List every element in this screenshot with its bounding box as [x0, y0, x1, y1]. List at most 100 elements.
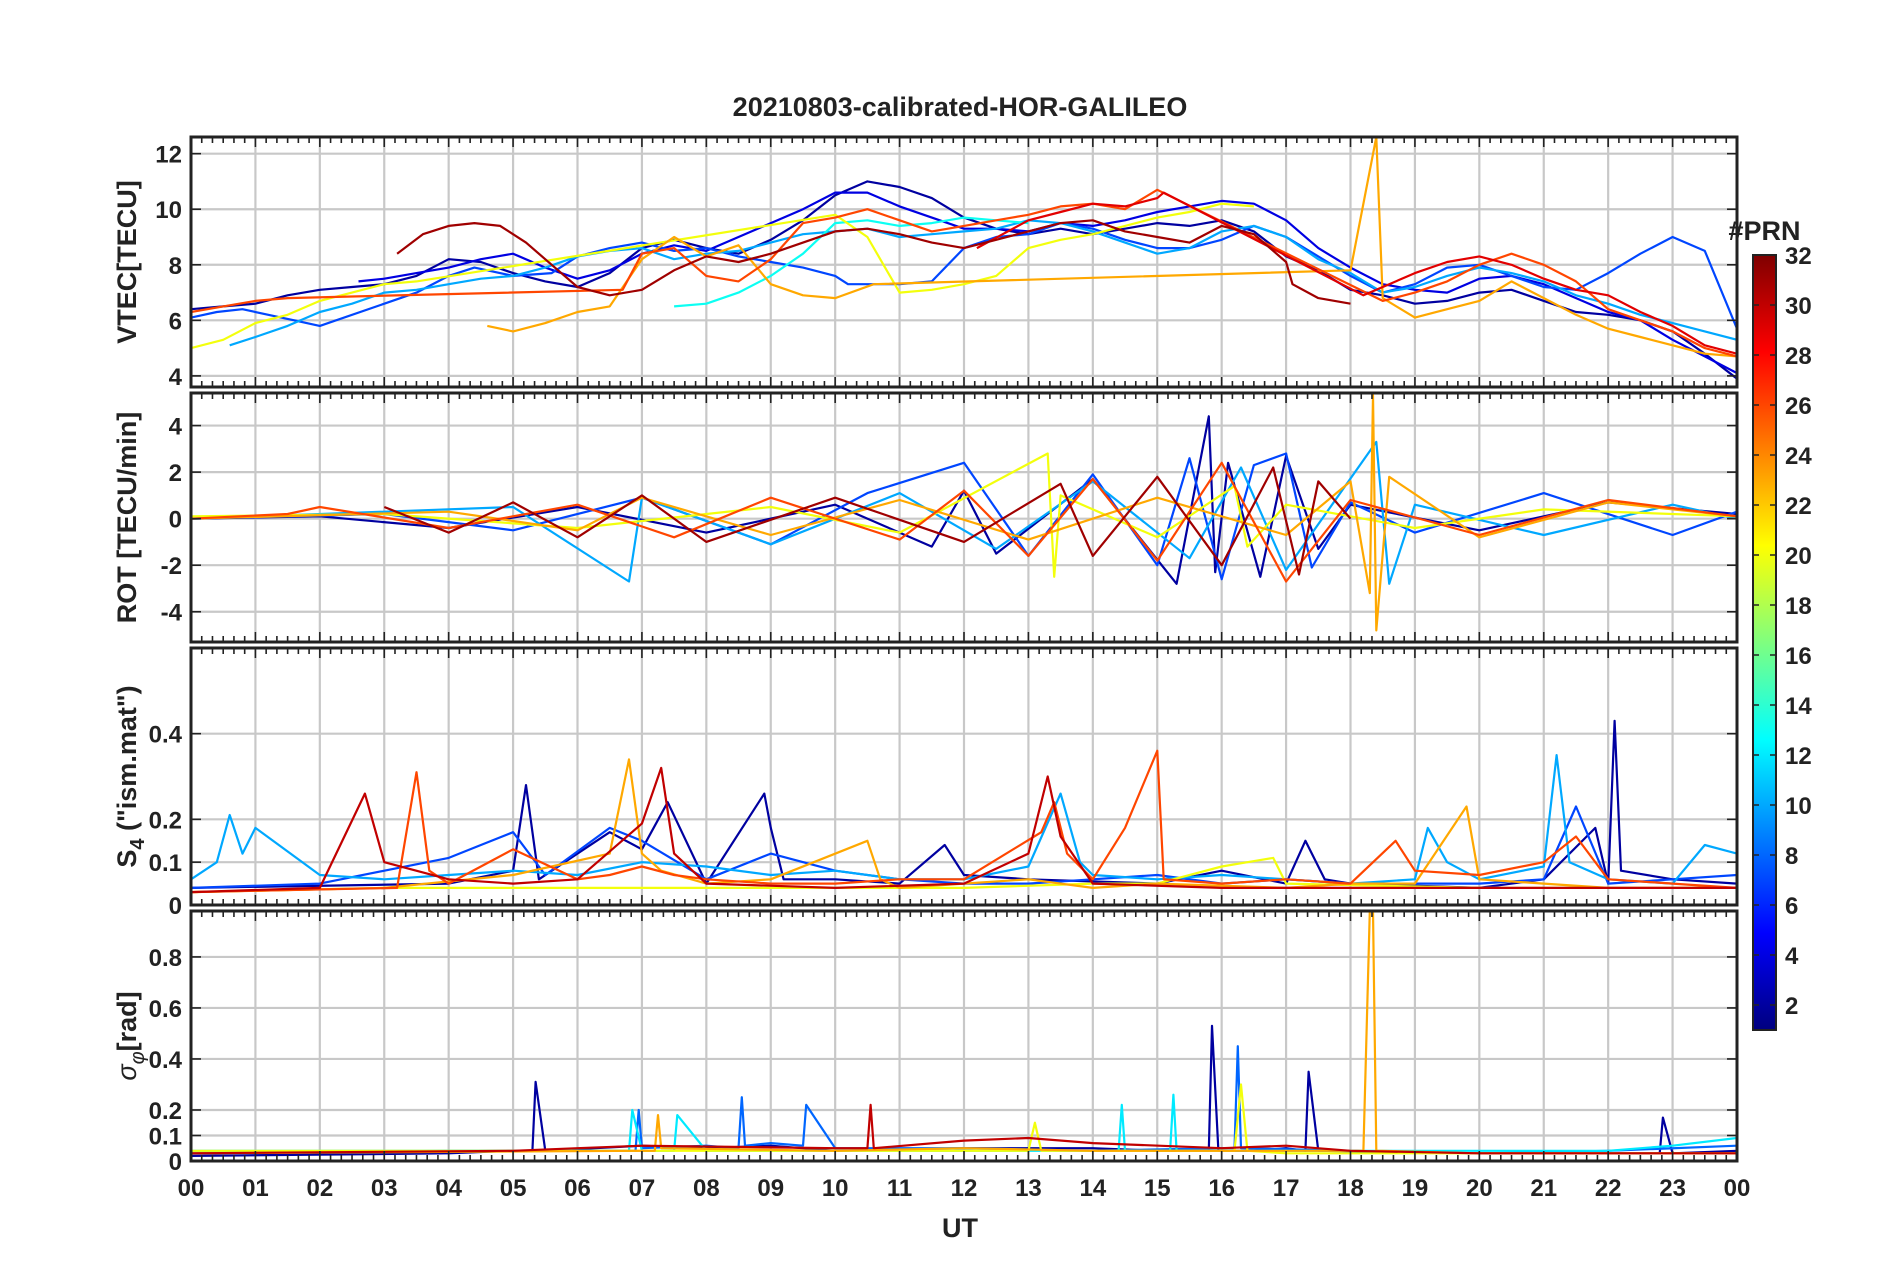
y-tick-label: -4: [161, 600, 183, 627]
y-tick-label: 10: [155, 197, 182, 224]
y-tick-label: 6: [169, 308, 182, 335]
y-tick-label: 0.1: [149, 850, 182, 877]
x-tick-label: 10: [822, 1175, 849, 1202]
colorbar-tick-label: 4: [1785, 943, 1799, 970]
panel-vtec: 4 6 8 10 12 VTEC[TECU]: [112, 135, 1739, 391]
x-axis-label: UT: [942, 1213, 978, 1243]
panel-s4-series: [191, 719, 1737, 894]
x-tick-label: 20: [1466, 1175, 1493, 1202]
colorbar-tick-label: 10: [1785, 793, 1812, 820]
panel-vtec-y-label: VTEC[TECU]: [112, 180, 142, 344]
series-prn-8: [191, 1045, 1737, 1155]
y-tick-label: 0: [169, 507, 182, 534]
x-tick-label: 06: [564, 1175, 591, 1202]
colorbar-tick-label: 8: [1785, 843, 1798, 870]
y-tick-label: 12: [155, 142, 182, 169]
panel-rot-y-label: ROT [TECU/min]: [112, 412, 142, 623]
panel-vtec-series: [191, 137, 1737, 380]
series-prn-20: [191, 202, 1254, 350]
x-tick-label: 05: [500, 1175, 527, 1202]
panel-sigma-frame: [189, 909, 1739, 1163]
x-tick-label: 22: [1595, 1175, 1622, 1202]
x-tick-label: 16: [1208, 1175, 1235, 1202]
colorbar-frame: [1752, 254, 1777, 1031]
x-tick-label: 09: [757, 1175, 784, 1202]
x-tick-label: 07: [629, 1175, 656, 1202]
x-tick-label: 18: [1337, 1175, 1364, 1202]
colorbar-tick-label: 20: [1785, 543, 1812, 570]
x-tick-label: 12: [951, 1175, 978, 1202]
panel-rot: -4 -2 0 2 4 ROT [TECU/min]: [112, 391, 1739, 644]
y-tick-label: 0.8: [149, 945, 182, 972]
series-prn-7: [191, 222, 1737, 330]
series-prn-26: [191, 188, 1737, 358]
panel-rot-frame: [189, 391, 1739, 644]
series-prn-13: [674, 216, 1029, 308]
x-tick-label: 02: [306, 1175, 333, 1202]
colorbar-tick-label: 22: [1785, 493, 1812, 520]
series-prn-29: [976, 191, 1737, 355]
y-tick-label: 0.2: [149, 1098, 182, 1125]
y-tick-label: 4: [169, 364, 183, 391]
panel-sigma-y-label: σφ[rad]: [112, 991, 149, 1080]
series-prn-30: [191, 766, 1737, 894]
x-tick-labels: 00 01 02 03 04 05 06 07 08 09 10 11 12 13 14 15 16 17 18 19…: [178, 1175, 1751, 1202]
colorbar-gradient: [1753, 255, 1776, 1030]
y-tick-label: 4: [169, 414, 183, 441]
y-tick-label: 0.2: [149, 807, 182, 834]
x-tick-label: 11: [887, 1175, 912, 1202]
y-tick-label: 0.6: [149, 996, 182, 1023]
colorbar-tick-label: 2: [1785, 993, 1798, 1020]
series-prn-31: [383, 466, 1352, 576]
panel-s4: 0 0.1 0.2 0.4S4 ("ism.mat"): [112, 646, 1739, 920]
x-tick-label: 00: [178, 1175, 205, 1202]
colorbar-tick-label: 32: [1785, 243, 1812, 270]
x-tick-label: 08: [693, 1175, 720, 1202]
x-tick-label: 15: [1144, 1175, 1171, 1202]
x-tick-label: 00: [1724, 1175, 1751, 1202]
y-tick-label: 8: [169, 253, 182, 280]
series-prn-2: [191, 719, 1737, 890]
x-tick-label: 19: [1402, 1175, 1429, 1202]
panel-sigma-series: [191, 911, 1737, 1157]
series-prn-10: [229, 219, 1737, 347]
y-tick-label: 0: [169, 1149, 182, 1176]
colorbar-tick-label: 24: [1785, 443, 1812, 470]
x-tick-label: 01: [242, 1175, 269, 1202]
y-tick-label: 2: [169, 460, 182, 487]
colorbar-tick-label: 6: [1785, 893, 1798, 920]
x-tick-label: 23: [1659, 1175, 1686, 1202]
colorbar-tick-label: 28: [1785, 343, 1812, 370]
chart-title: 20210803-calibrated-HOR-GALILEO: [733, 92, 1188, 122]
y-tick-label: 0.1: [149, 1123, 182, 1150]
y-tick-label: -2: [161, 553, 182, 580]
x-tick-label: 17: [1273, 1175, 1300, 1202]
x-tick-label: 04: [435, 1175, 462, 1202]
panel-s4-y-label: S4 ("ism.mat"): [112, 685, 149, 867]
panel-sigma: 00.10.2 0.4 0.6 0.8σφ[rad]: [112, 909, 1739, 1176]
series-prn-10: [191, 753, 1737, 885]
panel-vtec-frame: [189, 135, 1739, 389]
y-tick-label: 0: [169, 893, 182, 920]
series-prn-31: [396, 219, 1351, 305]
colorbar-tick-label: 14: [1785, 693, 1812, 720]
panel-rot-series: [191, 394, 1737, 632]
panel-s4-frame: [189, 646, 1739, 907]
colorbar-title: #PRN: [1728, 216, 1800, 246]
colorbar-tick-label: 12: [1785, 743, 1812, 770]
x-tick-label: 21: [1530, 1175, 1557, 1202]
y-tick-label: 0.4: [149, 1047, 183, 1074]
series-prn-26: [191, 749, 1737, 894]
colorbar-tick-label: 26: [1785, 393, 1812, 420]
colorbar-tick-label: 30: [1785, 293, 1812, 320]
x-tick-label: 14: [1079, 1175, 1106, 1202]
colorbar-tick-label: 18: [1785, 593, 1812, 620]
y-tick-label: 0.4: [149, 722, 183, 749]
x-tick-label: 03: [371, 1175, 398, 1202]
x-tick-label: 13: [1015, 1175, 1042, 1202]
colorbar-tick-label: 16: [1785, 643, 1812, 670]
series-prn-30: [191, 1103, 1737, 1155]
